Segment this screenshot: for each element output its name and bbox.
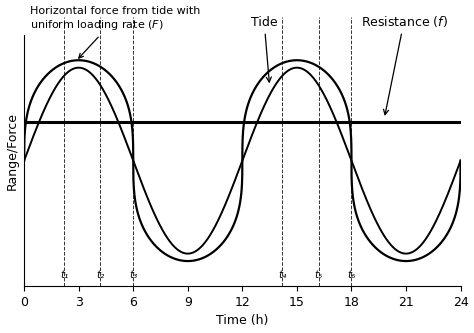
Text: Tide: Tide	[251, 16, 277, 82]
Text: t₅: t₅	[315, 270, 323, 280]
Text: t₃: t₃	[129, 270, 137, 280]
Text: t₄: t₄	[278, 270, 286, 280]
X-axis label: Time (h): Time (h)	[216, 314, 269, 327]
Text: t₂: t₂	[96, 270, 105, 280]
Y-axis label: Range/Force: Range/Force	[6, 112, 18, 190]
Text: Resistance ($f$): Resistance ($f$)	[361, 14, 447, 115]
Text: t₁: t₁	[60, 270, 68, 280]
Text: t₆: t₆	[347, 270, 356, 280]
Text: Horizontal force from tide with
uniform loading rate ($F$): Horizontal force from tide with uniform …	[29, 6, 200, 58]
